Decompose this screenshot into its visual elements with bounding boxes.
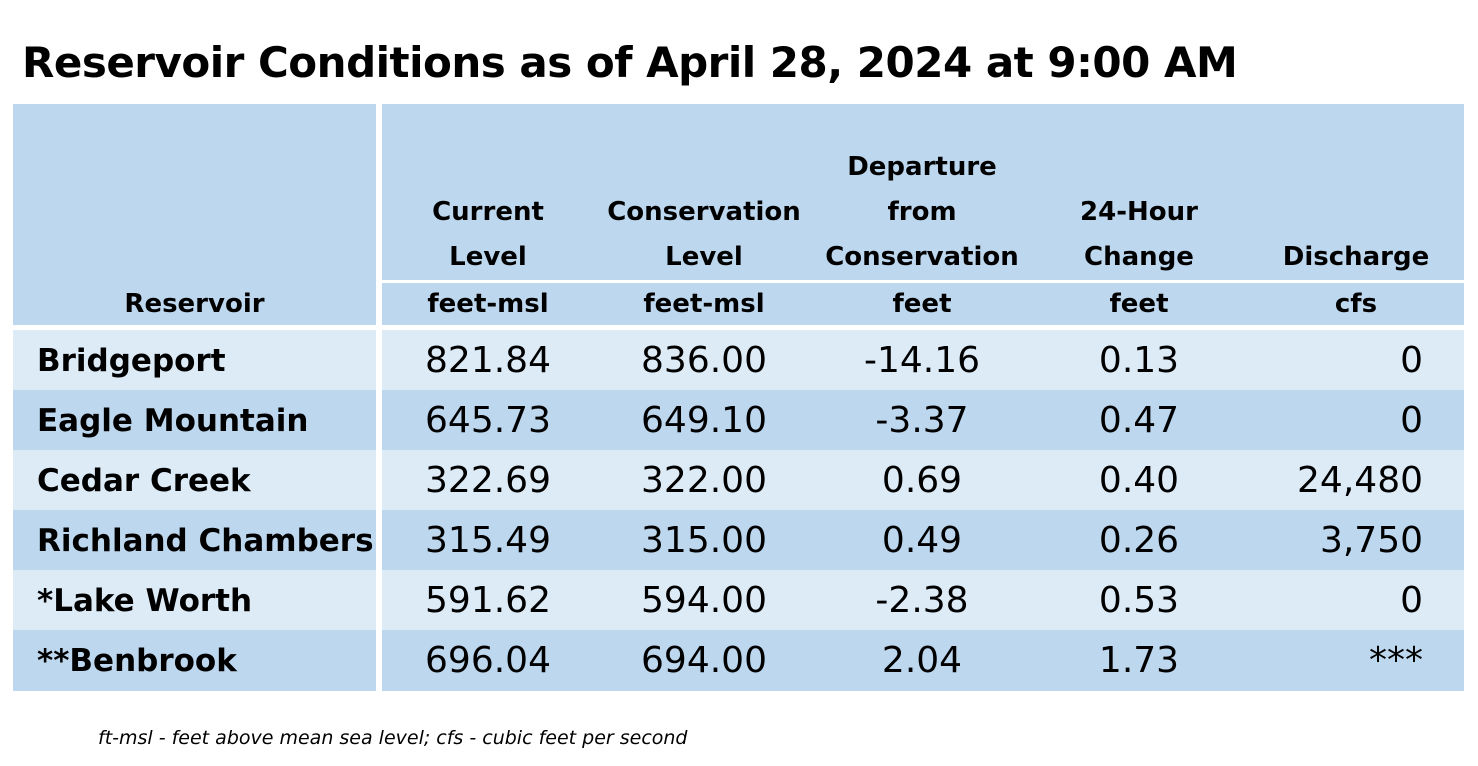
cell-discharge: 0 (1400, 580, 1423, 621)
table-row: **Benbrook 696.04 694.00 2.04 1.73 *** (13, 630, 1464, 691)
header-current-line2: Level (449, 242, 527, 272)
cell-discharge: *** (1369, 640, 1423, 681)
header-departure-line3: Conservation (825, 242, 1019, 272)
cell-discharge: 0 (1400, 400, 1423, 441)
table-row: Eagle Mountain 645.73 649.10 -3.37 0.47 … (13, 390, 1464, 450)
table-row: Bridgeport 821.84 836.00 -14.16 0.13 0 (13, 330, 1464, 390)
header-change-line1: 24-Hour (1080, 197, 1198, 227)
header-inner-rule (382, 280, 1464, 283)
header-change-line2: Change (1084, 242, 1194, 272)
cell-reservoir: Cedar Creek (37, 463, 251, 499)
cell-reservoir: Eagle Mountain (37, 403, 309, 439)
cell-reservoir: **Benbrook (37, 643, 237, 679)
cell-departure: 2.04 (881, 640, 963, 681)
cell-current: 591.62 (425, 580, 551, 621)
cell-current: 315.49 (425, 520, 551, 561)
cell-discharge: 0 (1400, 340, 1423, 381)
cell-discharge: 24,480 (1297, 460, 1423, 501)
cell-discharge: 3,750 (1319, 520, 1423, 561)
cell-departure: -14.16 (863, 340, 981, 381)
header-departure: Departure from Conservation (814, 104, 1030, 280)
cell-current: 645.73 (425, 400, 551, 441)
reservoir-table: Reservoir Current Level Conservation Lev… (13, 104, 1464, 691)
header-conservation-line2: Level (665, 242, 743, 272)
cell-current: 821.84 (425, 340, 551, 381)
table-row: Richland Chambers 315.49 315.00 0.49 0.2… (13, 510, 1464, 570)
cell-change: 0.53 (1098, 580, 1180, 621)
cell-reservoir: Bridgeport (37, 343, 226, 379)
header-conservation-level: Conservation Level (594, 104, 814, 280)
unit-departure: feet (814, 283, 1030, 325)
cell-current: 322.69 (425, 460, 551, 501)
cell-conservation: 694.00 (641, 640, 767, 681)
unit-conservation: feet-msl (594, 283, 814, 325)
column-divider (376, 104, 382, 691)
unit-change: feet (1030, 283, 1248, 325)
header-discharge-line1: Discharge (1282, 242, 1430, 272)
cell-change: 0.26 (1098, 520, 1180, 561)
header-discharge: Discharge (1248, 104, 1464, 280)
header-departure-line2: from (887, 197, 957, 227)
cell-conservation: 315.00 (641, 520, 767, 561)
cell-reservoir: *Lake Worth (37, 583, 253, 619)
cell-departure: -2.38 (875, 580, 969, 621)
header-departure-line1: Departure (847, 152, 997, 182)
header-reservoir-label: Reservoir (124, 289, 265, 319)
cell-current: 696.04 (425, 640, 551, 681)
cell-conservation: 594.00 (641, 580, 767, 621)
cell-conservation: 322.00 (641, 460, 767, 501)
header-current-level: Current Level (382, 104, 594, 280)
table-row: Cedar Creek 322.69 322.00 0.69 0.40 24,4… (13, 450, 1464, 510)
cell-change: 0.13 (1098, 340, 1180, 381)
cell-departure: 0.69 (881, 460, 963, 501)
cell-conservation: 836.00 (641, 340, 767, 381)
cell-change: 0.47 (1098, 400, 1180, 441)
header-bottom-rule (13, 325, 1464, 330)
header-24h-change: 24-Hour Change (1030, 104, 1248, 280)
cell-departure: -3.37 (875, 400, 969, 441)
footnote: ft-msl - feet above mean sea level; cfs … (98, 727, 688, 749)
cell-change: 0.40 (1098, 460, 1180, 501)
header-conservation-line1: Conservation (607, 197, 801, 227)
page-title: Reservoir Conditions as of April 28, 202… (22, 38, 1238, 87)
cell-change: 1.73 (1098, 640, 1180, 681)
header-current-line1: Current (432, 197, 544, 227)
header-reservoir: Reservoir (13, 104, 376, 325)
unit-current: feet-msl (382, 283, 594, 325)
unit-discharge: cfs (1248, 283, 1464, 325)
table-row: *Lake Worth 591.62 594.00 -2.38 0.53 0 (13, 570, 1464, 630)
cell-departure: 0.49 (881, 520, 963, 561)
cell-conservation: 649.10 (641, 400, 767, 441)
cell-reservoir: Richland Chambers (37, 523, 374, 559)
